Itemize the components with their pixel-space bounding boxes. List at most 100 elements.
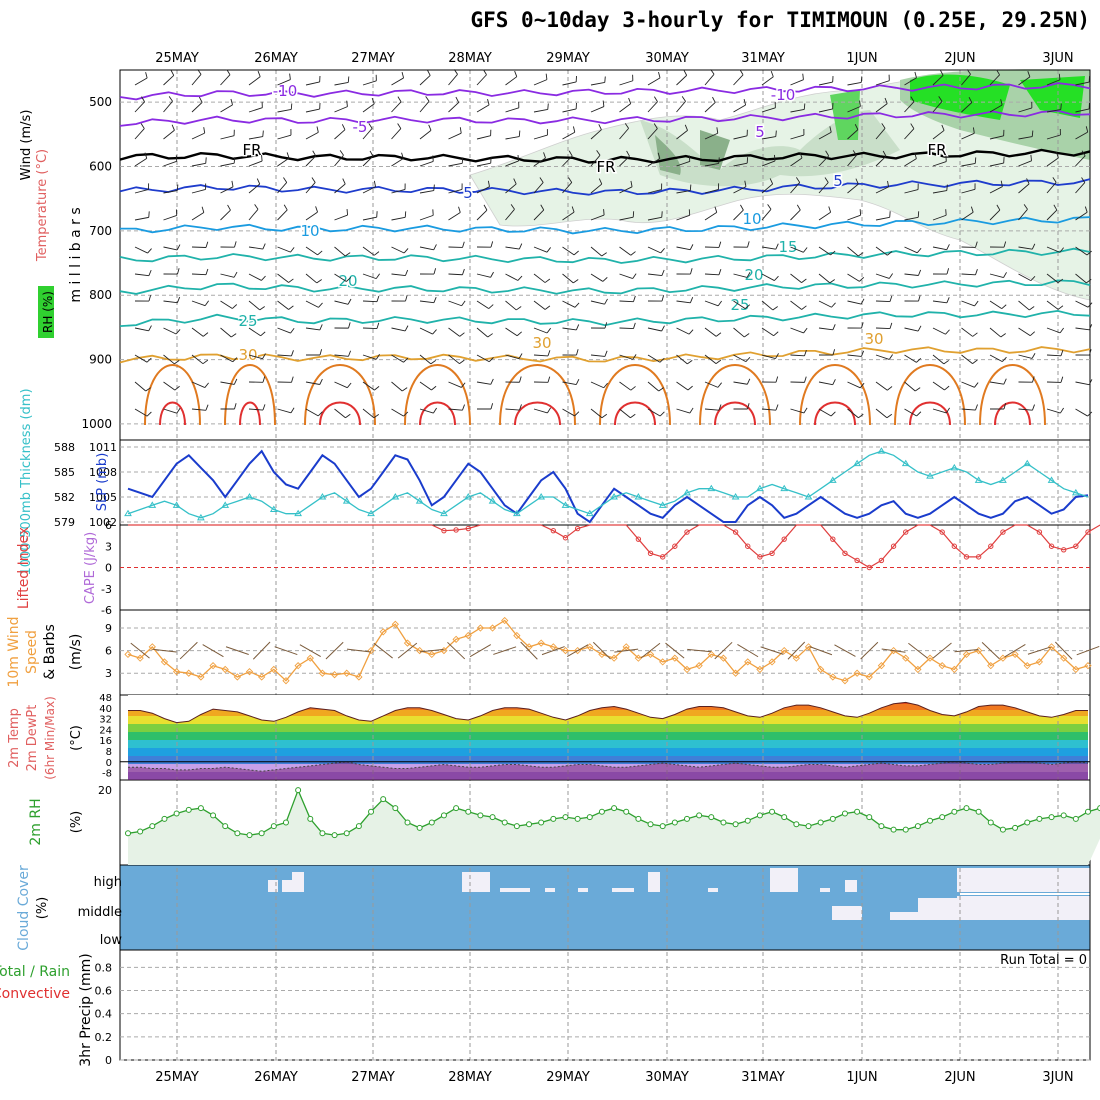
wind-barb <box>1075 408 1088 417</box>
wind-barb <box>661 269 665 276</box>
wind-barb <box>347 76 350 83</box>
lifted-tick: 3 <box>105 540 112 553</box>
wind-barb <box>688 329 694 335</box>
wind-barb <box>334 273 347 282</box>
thickness-marker <box>756 484 764 492</box>
wind-barb <box>518 130 521 137</box>
wind-barb <box>1029 306 1035 311</box>
wind-barb <box>875 354 890 360</box>
cloud-patch <box>918 898 958 920</box>
wind-barb <box>428 124 432 131</box>
isotherm-35 <box>599 364 671 426</box>
wind-barb <box>1003 378 1007 385</box>
thickness-marker <box>585 509 594 517</box>
wind-barb <box>362 216 377 221</box>
wind-barb <box>676 130 688 140</box>
isotherm-35 <box>499 364 576 426</box>
rh-legend-swatch <box>38 286 54 338</box>
isotherm-label: 10 <box>742 210 761 228</box>
wind-barb <box>945 329 950 335</box>
wind-barb <box>603 209 605 216</box>
wind-barb <box>847 154 857 167</box>
wind-barb <box>647 381 660 392</box>
wind-barb <box>562 327 577 331</box>
wind-barb <box>1075 155 1086 167</box>
wind-barb <box>191 408 206 411</box>
wind-barb <box>362 273 377 280</box>
surface-wind-barb <box>179 641 198 660</box>
surface-wind-barb <box>225 646 249 655</box>
wind-barb <box>803 103 806 110</box>
wind-marker <box>586 643 594 651</box>
wind-barb <box>230 333 237 338</box>
wind-barb <box>989 74 1000 86</box>
wind-marker <box>136 654 144 662</box>
wind-barb <box>505 354 520 360</box>
wind-barb <box>829 126 832 133</box>
rh-marker <box>307 815 314 822</box>
wind-marker <box>865 673 873 681</box>
ylabel-temp-units: (°C) <box>69 725 84 751</box>
wind-barb <box>733 135 748 140</box>
wind-barb <box>345 413 351 419</box>
thickness-marker <box>367 509 375 517</box>
lifted-marker <box>830 536 836 542</box>
wind-barb <box>632 273 637 279</box>
wind-barb <box>676 300 691 304</box>
wind-barb <box>163 408 177 414</box>
wind-barb <box>319 349 323 356</box>
wind-barb <box>163 75 175 86</box>
thickness-marker <box>853 459 861 467</box>
wind-barb <box>715 359 722 365</box>
rh-marker <box>1036 815 1043 822</box>
wind-barb <box>904 158 917 167</box>
wind-barb <box>315 206 318 213</box>
wind-barb <box>744 180 747 187</box>
lifted-marker <box>672 543 678 549</box>
temp-tick: 48 <box>99 693 112 704</box>
wind-barb <box>676 381 689 391</box>
wind-barb <box>1018 246 1033 250</box>
wind-barb <box>362 408 375 419</box>
wind-barb <box>1060 376 1064 383</box>
wind-barb <box>231 180 234 187</box>
wind-barb <box>191 381 206 388</box>
wind-barb <box>914 387 921 392</box>
rh-marker <box>270 823 277 830</box>
rh-marker <box>647 821 654 828</box>
wind-marker <box>817 665 825 674</box>
wind-barb <box>704 273 720 276</box>
wind-barb <box>220 162 235 167</box>
ylabel-2m-rh: 2m RH <box>28 798 44 845</box>
wind-barb <box>334 214 348 221</box>
wind-barb <box>961 354 973 364</box>
wind-barb <box>961 211 974 221</box>
wind-barb <box>574 411 580 417</box>
cloud-level-label: high <box>94 875 122 890</box>
wind-barb <box>168 96 173 102</box>
wind-barb <box>647 128 658 140</box>
wind-marker <box>598 650 606 659</box>
wind-barb <box>248 107 263 113</box>
wind-barb <box>476 354 490 363</box>
wind-barb <box>1018 300 1030 311</box>
wind-barb <box>796 204 801 211</box>
rh-marker <box>878 823 885 830</box>
lifted-marker <box>963 554 970 560</box>
isotherm-5 <box>119 178 1091 196</box>
date-label-bottom: 29MAY <box>546 1070 590 1085</box>
wind-barb <box>975 241 978 248</box>
surface-wind-barb <box>640 642 661 659</box>
wind-barb <box>198 96 203 103</box>
lifted-marker <box>890 543 897 549</box>
wind-barb <box>601 413 608 419</box>
wind-barb <box>290 247 295 253</box>
wind-barb <box>516 306 522 311</box>
wind-barb <box>1030 275 1036 281</box>
wind-barb <box>533 246 548 253</box>
surface-wind-barb <box>687 648 712 653</box>
ylabel-cloud-units: (%) <box>35 897 50 920</box>
thickness-marker <box>221 501 230 508</box>
wind-barb <box>277 109 292 113</box>
wind-barb <box>562 381 577 386</box>
